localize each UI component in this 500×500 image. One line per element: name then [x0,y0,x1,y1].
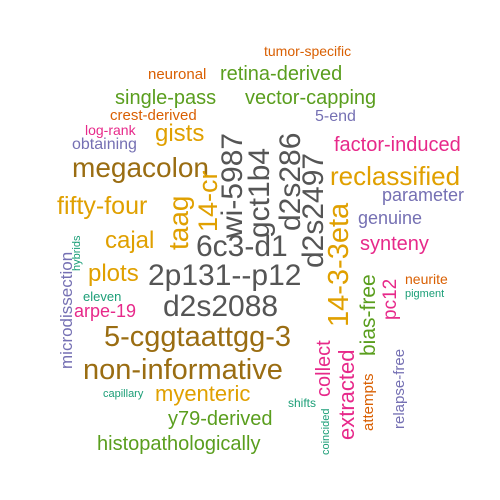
word-tumor-specific: tumor-specific [264,43,352,59]
word-arpe-19: arpe-19 [74,301,137,321]
word-shifts: shifts [288,396,317,410]
word-y79-derived: y79-derived [168,408,273,430]
word-gct1b4: gct1b4 [243,147,276,238]
word-myenteric: myenteric [155,381,251,406]
word-non-informative: non-informative [83,354,283,386]
word-synteny: synteny [360,233,429,255]
word-bias-free: bias-free [357,274,380,356]
word-relapse-free: relapse-free [391,348,408,429]
word-obtaining: obtaining [72,136,137,153]
word-factor-induced: factor-induced [334,134,461,156]
word-single-pass: single-pass [115,87,217,109]
word-d2s2088: d2s2088 [163,290,279,323]
word-parameter: parameter [382,185,465,205]
word-14-3-3eta: 14-3-3eta [323,202,355,327]
word-eleven: eleven [83,289,122,304]
word-capillary: capillary [103,388,144,400]
word-hybrids: hybrids [71,235,83,271]
word-genuine: genuine [358,208,423,228]
word-neurite: neurite [405,271,448,287]
word-histopathologically: histopathologically [97,433,261,455]
word-megacolon: megacolon [72,152,209,183]
word-collect: collect [313,340,335,397]
word-retina-derived: retina-derived [220,63,343,85]
word-reclassified: reclassified [330,161,461,191]
word-2p131-p12: 2p131--p12 [148,259,302,292]
word-crest-derived: crest-derived [110,107,197,124]
word-coincided: coincided [320,408,332,455]
word-5-end: 5-end [315,108,356,125]
word-extracted: extracted [334,349,359,441]
word-pigment: pigment [405,288,445,300]
word-vector-capping: vector-capping [245,87,377,109]
word-taag: taag [163,195,194,251]
word-neuronal: neuronal [148,66,207,83]
word-attempts: attempts [360,373,377,431]
word-6c3-d1: 6c3-d1 [196,230,288,263]
word-plots: plots [88,260,139,287]
word-5-cggtaattgg-3: 5-cggtaattgg-3 [104,321,292,353]
word-fifty-four: fifty-four [57,192,148,220]
word-cajal: cajal [105,227,155,254]
word-log-rank: log-rank [85,122,136,138]
word-pc12: pc12 [380,278,401,320]
word-gists: gists [155,120,205,147]
